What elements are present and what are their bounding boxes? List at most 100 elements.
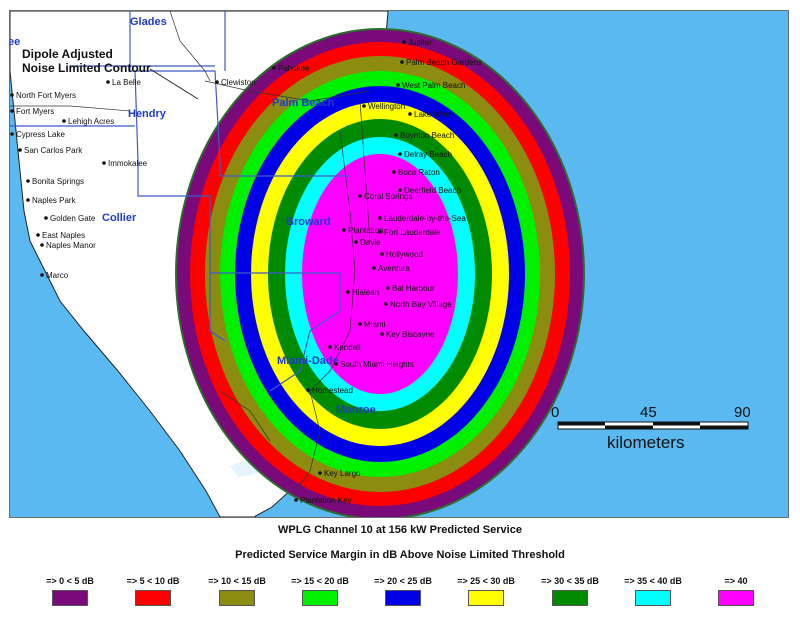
place-marker (384, 302, 388, 306)
place-label: Pahokee (278, 64, 310, 73)
county-label-glades: Glades (130, 16, 167, 28)
legend-swatch (552, 590, 588, 606)
place-marker (378, 216, 382, 220)
legend-label: => 25 < 30 dB (457, 576, 515, 586)
place-marker (36, 233, 40, 237)
county-label-hendry: Hendry (128, 108, 167, 120)
place-marker (272, 66, 276, 70)
place-marker (358, 194, 362, 198)
place-marker (378, 230, 382, 234)
place-label: Hollywood (386, 250, 423, 259)
place-marker (394, 133, 398, 137)
scale-tick-label: 45 (640, 404, 657, 421)
county-label-broward: Broward (286, 216, 331, 228)
county-label-collier: Collier (102, 212, 137, 224)
place-marker (408, 112, 412, 116)
place-label: East Naples (42, 231, 85, 240)
legend-swatch (635, 590, 671, 606)
place-label: Lehigh Acres (68, 117, 114, 126)
place-marker (354, 240, 358, 244)
place-marker (44, 216, 48, 220)
place-label: Lake Worth (414, 110, 455, 119)
legend-label: => 0 < 5 dB (46, 576, 94, 586)
place-marker (346, 290, 350, 294)
scale-bar-segment (558, 422, 605, 426)
place-label: Marco (46, 271, 69, 280)
place-marker (380, 252, 384, 256)
place-label: Aventura (378, 264, 410, 273)
place-label: North Fort Myers (16, 91, 76, 100)
place-marker (392, 170, 396, 174)
place-label: Bonita Springs (32, 177, 84, 186)
place-marker (306, 388, 310, 392)
map-canvas: Glades Hendry Collier Broward Palm Beach… (10, 11, 788, 517)
scale-bar: 0 45 90 kilometers (551, 404, 751, 452)
place-label: Homestead (312, 386, 353, 395)
legend-item: => 10 < 15 dB (192, 576, 282, 606)
place-marker (398, 152, 402, 156)
legend: => 0 < 5 dB => 5 < 10 dB => 10 < 15 dB => 1… (0, 576, 800, 612)
place-marker (102, 161, 106, 165)
place-marker (106, 80, 110, 84)
legend-item: => 30 < 35 dB (525, 576, 615, 606)
place-label: Jupiter (408, 38, 432, 47)
place-label: Plantation (348, 226, 384, 235)
caption-title: WPLG Channel 10 at 156 kW Predicted Serv… (278, 524, 522, 536)
place-label: Golden Gate (50, 214, 96, 223)
place-label: Miami (364, 320, 386, 329)
scale-bar-segment (653, 422, 700, 426)
legend-swatch (302, 590, 338, 606)
coverage-rings (175, 28, 585, 517)
place-marker (334, 362, 338, 366)
legend-swatch (52, 590, 88, 606)
place-label: North Bay Village (390, 300, 452, 309)
legend-item: => 25 < 30 dB (441, 576, 531, 606)
place-label: Plantation Key (300, 496, 352, 505)
place-label: Coral Springs (364, 192, 412, 201)
place-marker (26, 198, 30, 202)
place-marker (380, 332, 384, 336)
legend-item: => 20 < 25 dB (358, 576, 448, 606)
coverage-ring (302, 154, 458, 394)
place-marker (10, 132, 14, 136)
legend-label: => 40 (724, 576, 748, 586)
place-marker (10, 93, 14, 97)
scale-unit-label: kilometers (607, 433, 684, 452)
scale-bar-segment (700, 425, 748, 429)
place-marker (342, 228, 346, 232)
place-marker (215, 80, 219, 84)
legend-swatch (135, 590, 171, 606)
place-label: Wellington (368, 102, 405, 111)
legend-label: => 15 < 20 dB (291, 576, 349, 586)
place-label: Fort Myers (16, 107, 54, 116)
place-label: Naples Park (32, 196, 77, 205)
county-label-lee: ee (10, 36, 20, 48)
place-marker (10, 109, 14, 113)
place-marker (398, 188, 402, 192)
scale-bar-segment (605, 425, 653, 429)
legend-item: => 35 < 40 dB (608, 576, 698, 606)
place-label: Key Largo (324, 469, 361, 478)
legend-label: => 20 < 25 dB (374, 576, 432, 586)
legend-item: => 15 < 20 dB (275, 576, 365, 606)
legend-label: => 5 < 10 dB (126, 576, 180, 586)
place-marker (62, 119, 66, 123)
place-marker (294, 498, 298, 502)
map-title-pointer (149, 68, 199, 100)
county-label-palm-beach: Palm Beach (272, 97, 335, 109)
place-marker (402, 40, 406, 44)
place-labels: Jupiter Palm Beach Gardens Pahokee Clewisto… (10, 38, 482, 505)
legend-item: => 5 < 10 dB (108, 576, 198, 606)
place-marker (362, 104, 366, 108)
place-marker (358, 322, 362, 326)
legend-swatch (385, 590, 421, 606)
place-marker (18, 148, 22, 152)
place-marker (386, 286, 390, 290)
place-label: Boca Raton (398, 168, 440, 177)
legend-swatch (219, 590, 255, 606)
place-label: Bal Harbour (392, 284, 435, 293)
legend-item: => 40 (691, 576, 781, 606)
place-label: La Belle (112, 78, 141, 87)
county-label-miami-dade: Miami-Dade (277, 355, 339, 367)
place-label: Kendall (334, 343, 361, 352)
